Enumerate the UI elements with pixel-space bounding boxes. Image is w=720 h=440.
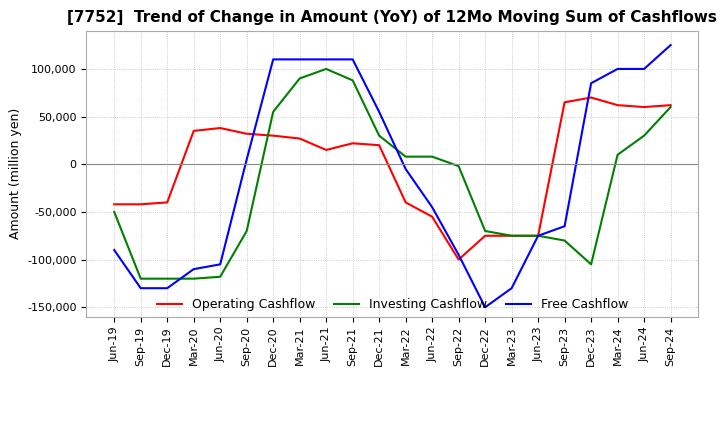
Investing Cashflow — [375, 133, 384, 138]
Free Cashflow — [508, 286, 516, 291]
Operating Cashflow — [560, 99, 569, 105]
Free Cashflow — [243, 157, 251, 162]
Operating Cashflow — [163, 200, 171, 205]
Operating Cashflow — [508, 233, 516, 238]
Investing Cashflow — [322, 66, 330, 72]
Investing Cashflow — [666, 104, 675, 110]
Investing Cashflow — [269, 109, 277, 114]
Investing Cashflow — [613, 152, 622, 158]
Free Cashflow — [428, 205, 436, 210]
Operating Cashflow — [322, 147, 330, 153]
Free Cashflow — [375, 109, 384, 114]
Free Cashflow — [587, 81, 595, 86]
Operating Cashflow — [269, 133, 277, 138]
Investing Cashflow — [508, 233, 516, 238]
Operating Cashflow — [613, 103, 622, 108]
Operating Cashflow — [454, 257, 463, 262]
Investing Cashflow — [560, 238, 569, 243]
Line: Free Cashflow: Free Cashflow — [114, 45, 670, 307]
Operating Cashflow — [216, 125, 225, 131]
Free Cashflow — [110, 247, 119, 253]
Operating Cashflow — [587, 95, 595, 100]
Investing Cashflow — [136, 276, 145, 281]
Investing Cashflow — [428, 154, 436, 159]
Free Cashflow — [163, 286, 171, 291]
Free Cashflow — [666, 42, 675, 48]
Free Cashflow — [534, 233, 542, 238]
Free Cashflow — [640, 66, 649, 72]
Free Cashflow — [269, 57, 277, 62]
Free Cashflow — [613, 66, 622, 72]
Operating Cashflow — [534, 233, 542, 238]
Free Cashflow — [216, 262, 225, 267]
Investing Cashflow — [401, 154, 410, 159]
Free Cashflow — [481, 304, 490, 310]
Free Cashflow — [189, 267, 198, 272]
Operating Cashflow — [375, 143, 384, 148]
Free Cashflow — [348, 57, 357, 62]
Investing Cashflow — [295, 76, 304, 81]
Investing Cashflow — [534, 233, 542, 238]
Investing Cashflow — [216, 274, 225, 279]
Operating Cashflow — [243, 131, 251, 136]
Operating Cashflow — [428, 214, 436, 219]
Investing Cashflow — [189, 276, 198, 281]
Investing Cashflow — [110, 209, 119, 215]
Operating Cashflow — [110, 202, 119, 207]
Free Cashflow — [454, 252, 463, 257]
Operating Cashflow — [189, 128, 198, 133]
Operating Cashflow — [640, 104, 649, 110]
Investing Cashflow — [454, 164, 463, 169]
Legend: Operating Cashflow, Investing Cashflow, Free Cashflow: Operating Cashflow, Investing Cashflow, … — [152, 293, 633, 316]
Operating Cashflow — [295, 136, 304, 141]
Operating Cashflow — [136, 202, 145, 207]
Operating Cashflow — [348, 141, 357, 146]
Line: Investing Cashflow: Investing Cashflow — [114, 69, 670, 279]
Free Cashflow — [560, 224, 569, 229]
Y-axis label: Amount (million yen): Amount (million yen) — [9, 108, 22, 239]
Operating Cashflow — [401, 200, 410, 205]
Investing Cashflow — [348, 78, 357, 83]
Investing Cashflow — [481, 228, 490, 234]
Free Cashflow — [295, 57, 304, 62]
Free Cashflow — [401, 166, 410, 172]
Operating Cashflow — [666, 103, 675, 108]
Free Cashflow — [136, 286, 145, 291]
Investing Cashflow — [243, 228, 251, 234]
Line: Operating Cashflow: Operating Cashflow — [114, 98, 670, 260]
Investing Cashflow — [640, 133, 649, 138]
Title: [7752]  Trend of Change in Amount (YoY) of 12Mo Moving Sum of Cashflows: [7752] Trend of Change in Amount (YoY) o… — [68, 11, 717, 26]
Investing Cashflow — [587, 262, 595, 267]
Free Cashflow — [322, 57, 330, 62]
Operating Cashflow — [481, 233, 490, 238]
Investing Cashflow — [163, 276, 171, 281]
